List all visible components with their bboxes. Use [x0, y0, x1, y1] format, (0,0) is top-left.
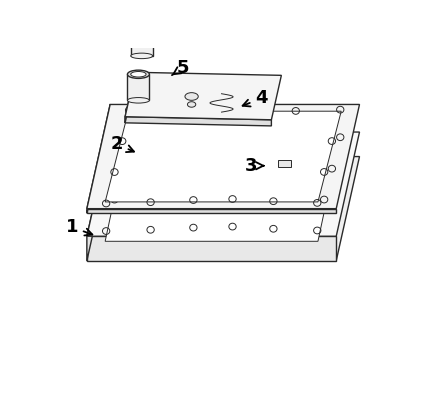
Text: 5: 5 [172, 59, 190, 77]
Polygon shape [125, 72, 135, 123]
Bar [131, 39, 153, 56]
Polygon shape [87, 209, 336, 213]
Ellipse shape [131, 72, 146, 77]
Text: 3: 3 [245, 157, 264, 175]
Polygon shape [105, 132, 341, 241]
Text: 1: 1 [66, 218, 92, 236]
Polygon shape [87, 132, 110, 261]
Polygon shape [87, 156, 360, 261]
Ellipse shape [127, 98, 149, 103]
Polygon shape [87, 104, 110, 213]
Text: 2: 2 [111, 135, 134, 153]
Ellipse shape [187, 102, 196, 107]
Ellipse shape [185, 93, 198, 100]
Polygon shape [87, 236, 336, 261]
Ellipse shape [127, 70, 149, 78]
Ellipse shape [134, 36, 149, 42]
Ellipse shape [131, 53, 153, 59]
Ellipse shape [131, 35, 153, 43]
Polygon shape [87, 132, 360, 236]
Polygon shape [105, 111, 341, 202]
Polygon shape [87, 104, 360, 209]
Polygon shape [125, 117, 272, 126]
Polygon shape [125, 72, 281, 120]
Bar [127, 74, 149, 100]
Bar [278, 160, 291, 168]
Text: 4: 4 [243, 89, 268, 107]
